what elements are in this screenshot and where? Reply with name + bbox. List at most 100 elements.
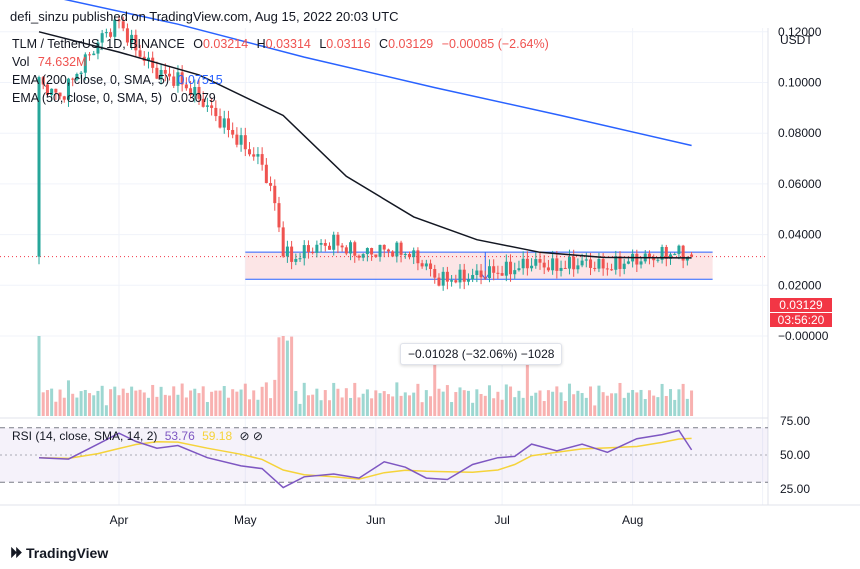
candle-body xyxy=(509,261,513,275)
volume-bar xyxy=(176,394,180,416)
candle-body xyxy=(433,269,437,278)
volume-bar xyxy=(243,383,247,416)
volume-bar xyxy=(96,390,100,416)
price-tick-label: 0.08000 xyxy=(778,126,822,140)
volume-bar xyxy=(643,399,647,416)
ema50-legend: EMA (50, close, 0, SMA, 5) 0.03079 xyxy=(12,91,221,105)
volume-bar xyxy=(525,356,529,416)
ema50-label[interactable]: EMA (50, close, 0, SMA, 5) xyxy=(12,91,163,105)
volume-bar xyxy=(378,393,382,416)
candle-body xyxy=(180,72,184,85)
candle-body xyxy=(445,271,449,282)
candle-body xyxy=(231,129,235,135)
volume-bar xyxy=(79,391,83,416)
volume-bar xyxy=(479,394,483,416)
rsi-legend: RSI (14, close, SMA, 14, 2) 53.76 59.18 … xyxy=(12,429,263,443)
price-tick-label: 0.12000 xyxy=(778,25,822,39)
volume-bar xyxy=(521,397,525,416)
candle-body xyxy=(525,258,529,269)
volume-bar xyxy=(610,393,614,416)
tradingview-logo[interactable]: ⏵⏵ TradingView xyxy=(10,544,108,561)
volume-bar xyxy=(605,395,609,416)
volume-label[interactable]: Vol xyxy=(12,55,30,69)
volume-bar xyxy=(226,397,230,416)
rsi-hidden-icons[interactable]: ⊘ ⊘ xyxy=(239,429,263,443)
candle-body xyxy=(285,246,289,257)
candle-body xyxy=(399,242,403,255)
candle-body xyxy=(54,88,58,93)
candle-body xyxy=(412,250,416,258)
candle-body xyxy=(235,134,239,145)
candle-body xyxy=(652,257,656,261)
volume-bar xyxy=(252,390,256,416)
candle-body xyxy=(597,258,601,269)
candle-body xyxy=(328,245,331,250)
candle-body xyxy=(407,254,411,258)
candle-body xyxy=(109,32,113,37)
volume-bar xyxy=(391,396,395,416)
volume-bar xyxy=(54,401,58,416)
volume-bar xyxy=(559,392,563,416)
time-tick-label: Jun xyxy=(366,513,385,527)
ema200-label[interactable]: EMA (200, close, 0, SMA, 5) xyxy=(12,73,170,87)
volume-bar xyxy=(336,388,340,416)
symbol-name[interactable]: TLM / TetherUS, 1D, BINANCE xyxy=(12,37,185,51)
candle-body xyxy=(277,203,281,228)
volume-bar xyxy=(66,380,70,416)
tradingview-icon: ⏵⏵ xyxy=(10,544,22,560)
volume-bar xyxy=(639,389,643,416)
candle-body xyxy=(462,269,466,282)
volume-bar xyxy=(407,395,411,416)
time-tick-label: Jul xyxy=(494,513,509,527)
candle-body xyxy=(226,118,230,130)
candle-body xyxy=(551,258,555,271)
volume-bar xyxy=(487,385,491,416)
volume-bar xyxy=(412,392,416,416)
volume-bar xyxy=(104,405,108,416)
volume-bar xyxy=(71,393,75,416)
price-tick-label: 0.10000 xyxy=(778,76,822,90)
candle-body xyxy=(530,265,534,269)
volume-bar xyxy=(416,383,420,416)
measure-range-fill xyxy=(245,252,713,280)
volume-bar xyxy=(37,336,41,416)
candle-body xyxy=(298,258,302,260)
volume-bar xyxy=(332,382,336,416)
volume-bar xyxy=(302,382,306,416)
volume-bar xyxy=(168,395,172,416)
volume-bar xyxy=(504,384,508,416)
candle-body xyxy=(690,254,694,257)
volume-bar xyxy=(222,386,226,416)
volume-bar xyxy=(83,389,87,416)
candle-body xyxy=(622,263,626,269)
volume-bar xyxy=(420,402,424,416)
volume-bar xyxy=(361,393,365,416)
volume-bar xyxy=(290,336,294,416)
volume-bar xyxy=(466,390,470,416)
candle-body xyxy=(104,32,108,34)
candle-body xyxy=(492,266,496,273)
volume-bar xyxy=(41,392,45,416)
candle-body xyxy=(332,234,336,250)
volume-bar xyxy=(496,391,500,416)
candle-body xyxy=(538,259,542,263)
candle-body xyxy=(416,250,420,264)
rsi-label[interactable]: RSI (14, close, SMA, 14, 2) xyxy=(12,429,158,443)
candle-body xyxy=(41,77,45,85)
volume-bar xyxy=(563,400,567,416)
volume-bar xyxy=(163,394,167,416)
candle-body xyxy=(450,280,454,282)
volume-bar xyxy=(285,340,289,416)
price-tick-label: 0.02000 xyxy=(778,278,822,292)
candle-body xyxy=(193,86,197,96)
volume-bar xyxy=(281,336,285,416)
candle-body xyxy=(138,50,142,57)
volume-bar xyxy=(239,389,243,416)
candle-body xyxy=(189,88,193,96)
volume-bar xyxy=(210,391,214,416)
volume-bar xyxy=(151,384,155,416)
candle-body xyxy=(201,98,205,107)
candle-body xyxy=(269,183,273,186)
volume-bar xyxy=(231,389,235,416)
